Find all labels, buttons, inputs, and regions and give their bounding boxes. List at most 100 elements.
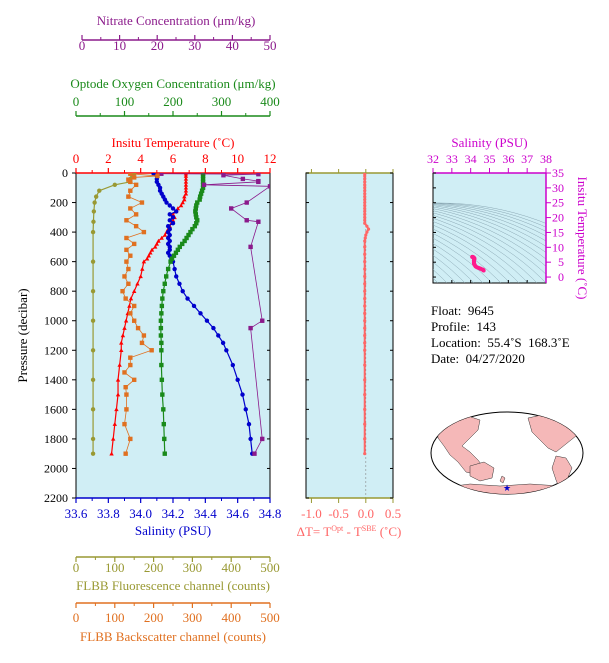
- ts-salinity-tick-label: 36: [502, 152, 514, 166]
- delta-t-tick-label: -1.0: [301, 506, 322, 521]
- temperature-tick-label: 6: [170, 151, 177, 166]
- sal-data-point: [170, 206, 176, 211]
- delta-t-label-part: SBE: [362, 524, 377, 533]
- delta-t-label-part: - T: [343, 524, 362, 539]
- nitrate-data-point: [256, 173, 261, 177]
- delta-t-data-point: [363, 209, 367, 214]
- pressure-tick-label: 1000: [44, 314, 68, 328]
- backscatter-data-point: [128, 355, 133, 360]
- fluor-data-point: [90, 259, 96, 264]
- delta-t-data-point: [363, 311, 367, 315]
- fluorescence-tick-label: 200: [144, 560, 164, 575]
- sal-data-point: [167, 218, 172, 223]
- temp-data-point: [183, 191, 189, 196]
- ts-salinity-tick-label: 35: [484, 152, 496, 166]
- fluorescence-tick-label: 0: [73, 560, 80, 575]
- nitrate-data-point: [244, 218, 249, 223]
- delta-t-data-point: [364, 233, 368, 237]
- delta-t-data-point: [363, 180, 367, 184]
- oxygen-data-point: [159, 303, 165, 309]
- backscatter-data-point: [124, 235, 129, 241]
- temp-data-point: [170, 212, 176, 217]
- oxygen-data-point: [159, 377, 165, 383]
- temp-data-point: [148, 250, 153, 255]
- backscatter-data-point: [128, 311, 133, 316]
- temp-data-point: [156, 238, 161, 243]
- fluorescence-axis-label: FLBB Fluorescence channel (counts): [76, 578, 270, 593]
- delta-t-data-point: [363, 221, 367, 225]
- backscatter-data-point: [122, 421, 127, 427]
- oxygen-data-point: [193, 206, 198, 211]
- ts-series-group: [470, 254, 486, 273]
- oxygen-data-point: [193, 209, 198, 214]
- sal-data-point: [191, 303, 197, 309]
- delta-t-data-point: [363, 422, 367, 426]
- delta-t-data-point: [363, 378, 367, 382]
- oxygen-data-point: [200, 179, 206, 185]
- main-series-group: [90, 173, 270, 456]
- backscatter-data-point: [124, 259, 129, 264]
- land-new-zealand: [499, 475, 506, 484]
- ts-salinity-axis-label: Salinity (PSU): [451, 135, 527, 150]
- delta-t-data-point: [363, 245, 367, 249]
- backscatter-tick-label: 200: [144, 610, 164, 625]
- nitrate-data-point: [260, 318, 265, 323]
- oxygen-data-point: [194, 203, 199, 208]
- backscatter-data-point: [139, 200, 145, 205]
- temp-data-point: [109, 451, 114, 456]
- fluor-data-point: [90, 288, 96, 294]
- delta-t-data-point: [363, 177, 367, 181]
- backscatter-tick-label: 0: [73, 610, 80, 625]
- temp-data-point: [182, 194, 187, 199]
- delta-t-data-point: [363, 333, 367, 338]
- salinity-tick-label: 33.8: [97, 506, 120, 521]
- temp-data-point: [154, 241, 160, 246]
- delta-t-data-point: [363, 252, 367, 256]
- nitrate-data-point: [229, 206, 234, 211]
- backscatter-data-point: [135, 325, 141, 331]
- pressure-tick-label: 1400: [44, 373, 68, 387]
- backscatter-data-point: [128, 173, 133, 176]
- delta-t-data-point: [363, 212, 367, 216]
- backscatter-data-point: [124, 247, 129, 253]
- nitrate-data-point: [244, 200, 249, 205]
- pressure-tick-label: 1200: [44, 343, 68, 357]
- oxygen-data-point: [199, 188, 205, 193]
- delta-t-data-point: [363, 274, 367, 279]
- backscatter-data-point: [139, 340, 145, 346]
- oxygen-data-point: [160, 296, 165, 301]
- ts-temperature-tick-label: 20: [552, 211, 564, 225]
- delta-t-axis-label: ΔT= TOpt - TSBE (˚C): [297, 524, 402, 539]
- temp-data-point: [120, 333, 126, 338]
- salinity-axis-label: Salinity (PSU): [135, 523, 211, 538]
- oxygen-data-point: [158, 333, 164, 338]
- delta-t-tick-label: 0.5: [385, 506, 401, 521]
- backscatter-data-point: [133, 223, 139, 229]
- ts-temperature-tick-label: 10: [552, 240, 564, 254]
- fluorescence-tick-label: 100: [105, 560, 125, 575]
- land-australia: [469, 461, 495, 482]
- delta-t-data-point: [363, 267, 367, 271]
- oxygen-data-point: [162, 436, 167, 442]
- backscatter-data-point: [126, 194, 131, 199]
- oxygen-data-point: [173, 250, 179, 255]
- salinity-tick-label: 34.4: [194, 506, 217, 521]
- oxygen-data-point: [169, 256, 175, 261]
- sal-data-point: [243, 407, 248, 412]
- delta-t-data-point: [363, 437, 367, 441]
- backscatter-axis-label: FLBB Backscatter channel (counts): [80, 629, 266, 644]
- fluor-data-point: [90, 318, 96, 323]
- temp-data-point: [140, 266, 145, 271]
- temp-data-point: [112, 421, 117, 426]
- oxygen-data-point: [164, 274, 169, 279]
- temp-data-point: [183, 185, 189, 190]
- oxygen-tick-label: 100: [115, 94, 135, 109]
- backscatter-data-point: [128, 179, 133, 185]
- temp-data-point: [132, 288, 137, 293]
- temperature-tick-label: 4: [137, 151, 144, 166]
- backscatter-data-point: [128, 206, 133, 211]
- oxygen-data-point: [197, 194, 203, 199]
- backscatter-data-point: [149, 348, 154, 353]
- salinity-tick-label: 34.0: [129, 506, 152, 521]
